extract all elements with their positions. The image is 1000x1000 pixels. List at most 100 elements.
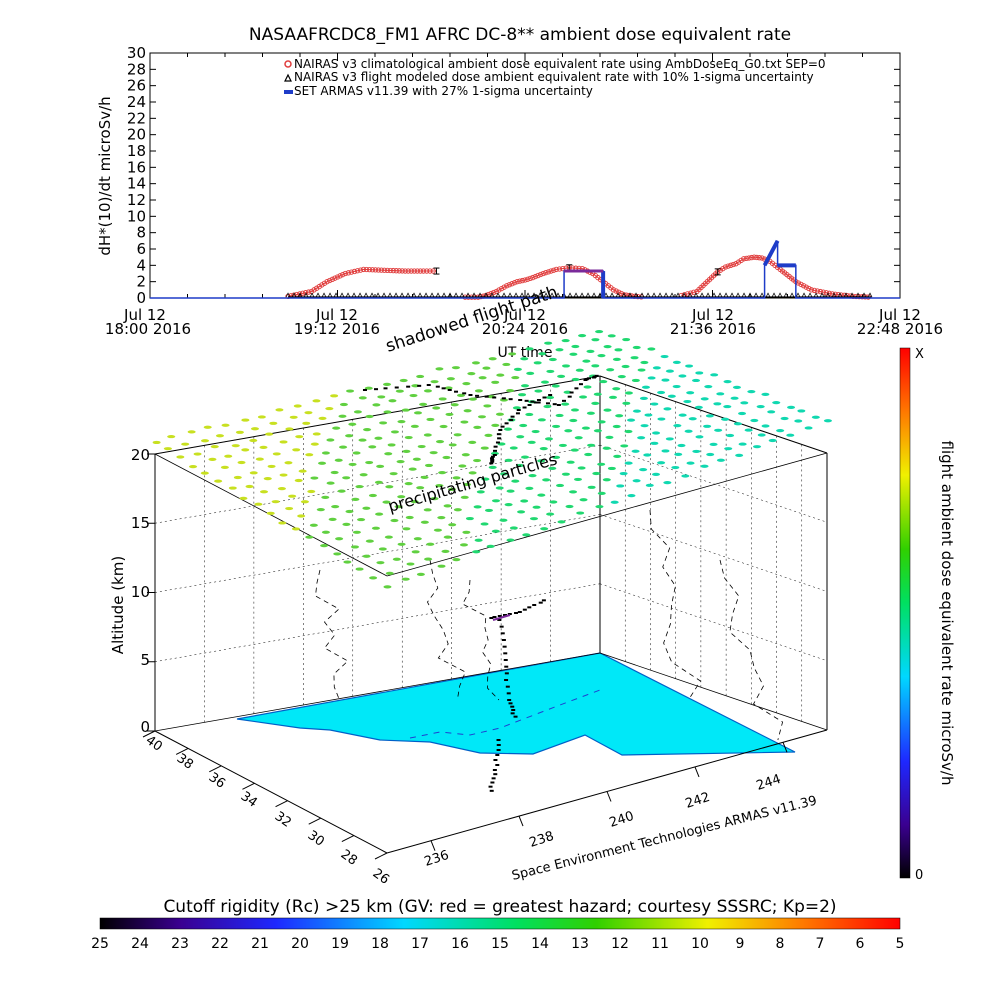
particle-marker <box>723 404 732 409</box>
colorbar-tick-label: 11 <box>651 936 669 952</box>
particle-marker <box>804 426 813 430</box>
flight-track-point <box>522 608 527 611</box>
particle-marker <box>390 518 399 523</box>
series-marker-nairas-flight <box>621 292 627 298</box>
particle-marker <box>271 500 280 504</box>
particle-marker <box>542 478 551 482</box>
flight-track-point <box>497 619 502 621</box>
flight-track-point <box>435 385 440 388</box>
legend: NAIRAS v3 climatological ambient dose eq… <box>284 57 826 98</box>
flight-track-point <box>504 665 509 668</box>
particle-marker <box>681 474 690 478</box>
particle-marker <box>520 499 529 503</box>
flight-track-point <box>468 394 473 396</box>
particle-marker <box>474 389 483 393</box>
particle-marker <box>591 401 600 405</box>
series-marker-nairas-flight <box>357 292 363 298</box>
series-marker-nairas-flight <box>753 292 759 298</box>
lon-tick <box>430 840 436 851</box>
shadow-projection <box>426 559 466 701</box>
particle-marker <box>591 364 600 368</box>
particle-marker <box>435 367 444 371</box>
flight-track-point <box>500 425 505 428</box>
series-marker-nairas-climatological <box>363 266 370 273</box>
particle-marker <box>607 334 616 338</box>
particle-marker <box>353 410 362 414</box>
flight-track-point <box>406 385 411 388</box>
particle-marker <box>546 395 555 400</box>
shadow-projection <box>719 559 784 741</box>
series-marker-nairas-climatological <box>691 289 697 295</box>
series-marker-nairas-climatological <box>408 268 414 274</box>
series-marker-nairas-flight <box>591 292 597 298</box>
particle-marker <box>473 505 482 509</box>
series-marker-nairas-climatological <box>430 268 436 274</box>
particle-marker <box>744 428 753 432</box>
colorbar-tick-label: 15 <box>491 936 509 952</box>
particle-marker <box>294 478 303 483</box>
particle-marker <box>348 462 357 467</box>
particle-marker <box>657 417 666 421</box>
particle-marker <box>332 426 341 430</box>
series-marker-nairas-flight <box>459 292 465 298</box>
particle-marker <box>291 527 300 531</box>
particle-marker <box>595 504 604 509</box>
colorbar-tick-label: 12 <box>611 936 629 952</box>
particle-marker <box>433 528 442 532</box>
particle-marker <box>657 461 666 465</box>
particle-marker <box>335 537 344 541</box>
series-marker-nairas-climatological <box>501 284 507 290</box>
colorbar-tick-label: 10 <box>691 936 709 952</box>
particle-marker <box>420 475 429 479</box>
particle-marker <box>700 464 709 468</box>
particle-marker <box>396 460 405 464</box>
particle-marker <box>312 432 321 436</box>
series-marker-nairas-flight <box>369 292 375 298</box>
particle-marker <box>624 429 633 434</box>
particle-marker <box>797 409 806 413</box>
particle-marker <box>630 356 639 360</box>
particle-marker <box>576 511 585 515</box>
particle-marker <box>544 341 553 345</box>
particle-marker <box>293 404 302 408</box>
particle-marker <box>602 446 611 450</box>
flight-track-point <box>462 392 467 395</box>
particle-marker <box>557 520 566 524</box>
particle-marker <box>228 486 237 490</box>
particle-marker <box>612 387 621 391</box>
particle-marker <box>700 397 709 401</box>
floor-edge <box>599 652 828 731</box>
flight-track-point <box>490 781 495 784</box>
series-marker-nairas-flight <box>513 292 519 298</box>
series-marker-nairas-flight <box>471 292 477 298</box>
particle-marker <box>544 437 553 441</box>
flight-track-point <box>515 412 520 415</box>
flight-track-point <box>522 406 527 409</box>
series-marker-nairas-climatological <box>687 290 694 296</box>
series-marker-nairas-flight <box>291 292 297 298</box>
particle-marker <box>571 344 580 349</box>
particle-marker <box>423 433 432 437</box>
series-marker-nairas-climatological <box>748 254 755 261</box>
particle-marker <box>263 477 272 481</box>
colorbar-label: flight ambient dose equivalent rate micr… <box>938 441 956 786</box>
flight-track-point <box>495 764 500 766</box>
series-marker-nairas-flight <box>687 292 693 298</box>
particle-marker <box>383 410 392 414</box>
flight-track-point <box>426 384 431 386</box>
series-marker-nairas-climatological <box>759 255 765 261</box>
series-marker-nairas-flight <box>783 292 789 298</box>
series-marker-nairas-flight <box>705 292 711 298</box>
particle-marker <box>474 538 483 542</box>
flight-track-point <box>574 387 579 390</box>
flight-track-point <box>492 396 497 399</box>
flight-track-point <box>552 403 557 406</box>
series-marker-nairas-climatological <box>354 268 361 274</box>
series-marker-nairas-climatological <box>823 290 829 296</box>
particle-marker <box>443 535 452 539</box>
flight-track-point <box>447 389 452 391</box>
particle-marker <box>543 404 552 409</box>
particle-marker <box>716 392 725 396</box>
grid-line <box>154 514 601 593</box>
series-marker-nairas-climatological <box>402 268 408 274</box>
